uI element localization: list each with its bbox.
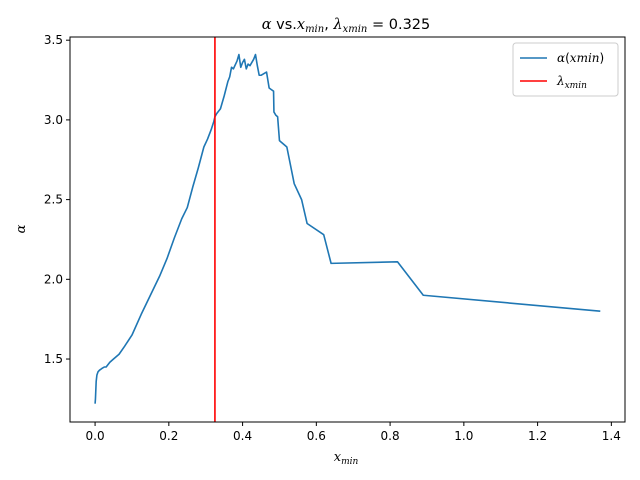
x-axis-ticks: 0.0 0.2 0.4 0.6 0.8 1.0 1.2 1.4 bbox=[86, 422, 621, 443]
title-eq: = 0.325 bbox=[367, 17, 430, 33]
y-tick-label: 3.5 bbox=[44, 33, 63, 47]
x-axis-label-sub: min bbox=[341, 457, 358, 467]
title-vs: vs. bbox=[272, 17, 297, 33]
x-tick-label: 1.2 bbox=[528, 429, 547, 443]
y-axis-label: α bbox=[14, 224, 29, 233]
legend-vline-label: λxmin bbox=[556, 74, 587, 91]
x-axis-label: xmin bbox=[334, 450, 359, 467]
legend-series-label: α(xmin) bbox=[557, 51, 604, 65]
legend-vline-lambda: λ bbox=[556, 74, 565, 88]
legend-vline-sub: xmin bbox=[565, 81, 587, 91]
series-line bbox=[94, 53, 601, 404]
y-tick-label: 2.0 bbox=[44, 272, 63, 286]
x-tick-label: 0.4 bbox=[233, 429, 252, 443]
x-tick-label: 1.4 bbox=[602, 429, 621, 443]
x-tick-label: 0.8 bbox=[381, 429, 400, 443]
legend: α(xmin) λxmin bbox=[512, 42, 619, 97]
title-x: x bbox=[297, 17, 305, 33]
axes-frame bbox=[69, 36, 626, 423]
legend-series-var: xmin bbox=[570, 51, 600, 65]
title-x-sub: min bbox=[305, 24, 324, 35]
x-tick-label: 0.2 bbox=[159, 429, 178, 443]
title-alpha: α bbox=[262, 17, 272, 33]
title-sep: , bbox=[324, 17, 333, 33]
x-axis-label-sym: x bbox=[334, 450, 342, 465]
x-tick-label: 0.0 bbox=[86, 429, 105, 443]
y-tick-label: 3.0 bbox=[44, 113, 63, 127]
legend-series-close: ) bbox=[600, 51, 605, 65]
title-lambda: λ bbox=[332, 17, 342, 33]
legend-series-open: ( bbox=[565, 51, 570, 65]
x-tick-label: 0.6 bbox=[307, 429, 326, 443]
y-tick-label: 1.5 bbox=[44, 352, 63, 366]
y-tick-label: 2.5 bbox=[44, 193, 63, 207]
legend-box bbox=[512, 42, 619, 97]
y-axis-ticks: 1.5 2.0 2.5 3.0 3.5 bbox=[44, 33, 70, 366]
x-tick-label: 1.0 bbox=[454, 429, 473, 443]
title-lambda-sub: xmin bbox=[343, 24, 368, 35]
plot-area bbox=[94, 37, 601, 422]
legend-series-alpha: α bbox=[557, 51, 565, 65]
chart-title: α vs.xmin, λxmin = 0.325 bbox=[262, 17, 431, 35]
